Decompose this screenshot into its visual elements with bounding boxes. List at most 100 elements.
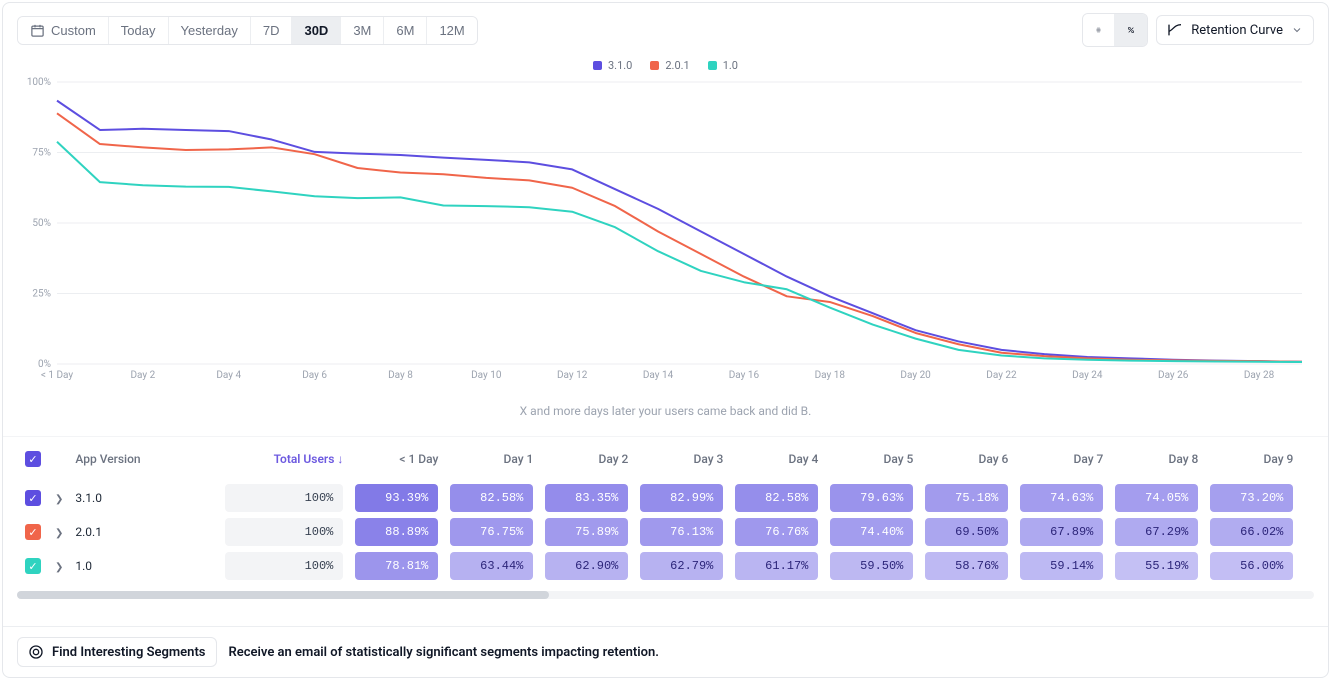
range-6m[interactable]: 6M [384,17,427,44]
retention-curve-icon [1167,22,1183,38]
col-day[interactable]: Day 5 [824,445,919,481]
date-range-segmented: CustomTodayYesterday7D30D3M6M12M [17,16,478,45]
expand-row-icon[interactable]: ❯ [55,528,63,539]
svg-text:0%: 0% [38,359,51,370]
find-segments-button[interactable]: Find Interesting Segments [17,637,217,667]
row-total: 100% [225,484,343,512]
row-name: 3.1.0 [69,481,219,515]
svg-text:Day 2: Day 2 [130,370,155,381]
row-name: 1.0 [69,549,219,583]
legend-item[interactable]: 2.0.1 [650,59,689,72]
svg-text:Day 24: Day 24 [1072,370,1103,381]
table-row: ✓❯1.0100%78.81%63.44%62.90%62.79%61.17%5… [17,549,1299,583]
svg-text:Day 4: Day 4 [216,370,241,381]
chart-legend: 3.1.0 2.0.1 1.0 [3,53,1328,74]
retention-cell: 61.17% [735,552,818,580]
retention-cell: 55.19% [1115,552,1198,580]
retention-cell: 75.18% [925,484,1008,512]
retention-cell: 73.20% [1210,484,1293,512]
retention-cell: 76.13% [640,518,723,546]
row-name: 2.0.1 [69,515,219,549]
select-all-checkbox[interactable]: ✓ [25,451,41,467]
svg-text:Day 6: Day 6 [302,370,327,381]
legend-item[interactable]: 1.0 [708,59,738,72]
svg-text:Day 20: Day 20 [900,370,931,381]
retention-cell: 76.75% [450,518,533,546]
svg-text:75%: 75% [32,148,51,159]
legend-item[interactable]: 3.1.0 [593,59,632,72]
col-app-version[interactable]: App Version [69,445,219,481]
svg-text:Day 18: Day 18 [815,370,846,381]
range-today[interactable]: Today [109,17,169,44]
retention-table: ✓ App VersionTotal Users< 1 DayDay 1Day 2… [17,445,1299,583]
chart-area: 0%25%50%75%100%< 1 DayDay 2Day 4Day 6Day… [3,74,1328,436]
range-7d[interactable]: 7D [251,17,293,44]
retention-cell: 82.99% [640,484,723,512]
svg-text:100%: 100% [27,77,51,88]
footer-message: Receive an email of statistically signif… [229,645,659,660]
svg-text:Day 14: Day 14 [643,370,674,381]
retention-cell: 67.89% [1020,518,1103,546]
col-day[interactable]: Day 7 [1014,445,1109,481]
chart-caption: X and more days later your users came ba… [17,398,1314,432]
range-custom[interactable]: Custom [18,17,109,44]
retention-cell: 82.58% [450,484,533,512]
col-day[interactable]: Day 9 [1204,445,1299,481]
svg-text:Day 12: Day 12 [557,370,588,381]
calendar-icon [30,23,45,38]
retention-cell: 63.44% [450,552,533,580]
retention-cell: 78.81% [355,552,438,580]
col-day[interactable]: Day 1 [444,445,539,481]
value-format-segmented [1082,13,1148,47]
col-day[interactable]: < 1 Day [349,445,444,481]
table-row: ✓❯3.1.0100%93.39%82.58%83.35%82.99%82.58… [17,481,1299,515]
row-checkbox[interactable]: ✓ [25,490,41,506]
range-3m[interactable]: 3M [341,17,384,44]
range-30d[interactable]: 30D [292,17,341,44]
col-day[interactable]: Day 2 [539,445,634,481]
retention-cell: 67.29% [1115,518,1198,546]
col-total-users[interactable]: Total Users [219,445,349,481]
footer-bar: Find Interesting Segments Receive an ema… [3,626,1328,677]
retention-cell: 58.76% [925,552,1008,580]
find-segments-label: Find Interesting Segments [52,645,206,660]
col-day[interactable]: Day 3 [634,445,729,481]
chart-type-dropdown[interactable]: Retention Curve [1156,15,1314,45]
retention-cell: 56.00% [1210,552,1293,580]
retention-cell: 59.50% [830,552,913,580]
col-day[interactable]: Day 6 [919,445,1014,481]
percent-toggle[interactable] [1115,14,1147,46]
range-12m[interactable]: 12M [427,17,476,44]
chart-type-label: Retention Curve [1191,23,1283,38]
row-checkbox[interactable]: ✓ [25,558,41,574]
table-horizontal-scrollbar[interactable] [17,591,1314,599]
svg-text:Day 16: Day 16 [729,370,760,381]
retention-cell: 69.50% [925,518,1008,546]
svg-text:Day 22: Day 22 [986,370,1017,381]
svg-text:< 1 Day: < 1 Day [41,370,74,381]
retention-cell: 79.63% [830,484,913,512]
retention-cell: 93.39% [355,484,438,512]
svg-text:Day 26: Day 26 [1158,370,1189,381]
retention-cell: 88.89% [355,518,438,546]
range-yesterday[interactable]: Yesterday [169,17,251,44]
retention-cell: 82.58% [735,484,818,512]
retention-cell: 74.40% [830,518,913,546]
row-total: 100% [225,518,343,546]
retention-cell: 66.02% [1210,518,1293,546]
retention-cell: 76.76% [735,518,818,546]
retention-cell: 74.63% [1020,484,1103,512]
col-day[interactable]: Day 4 [729,445,824,481]
hash-toggle[interactable] [1083,14,1115,46]
expand-row-icon[interactable]: ❯ [55,562,63,573]
retention-cell: 62.90% [545,552,628,580]
chevron-down-icon [1291,24,1303,36]
retention-cell: 62.79% [640,552,723,580]
retention-cell: 74.05% [1115,484,1198,512]
table-row: ✓❯2.0.1100%88.89%76.75%75.89%76.13%76.76… [17,515,1299,549]
svg-text:50%: 50% [32,218,51,229]
row-checkbox[interactable]: ✓ [25,524,41,540]
expand-row-icon[interactable]: ❯ [55,494,63,505]
retention-table-wrap: ✓ App VersionTotal Users< 1 DayDay 1Day 2… [3,436,1328,626]
col-day[interactable]: Day 8 [1109,445,1204,481]
